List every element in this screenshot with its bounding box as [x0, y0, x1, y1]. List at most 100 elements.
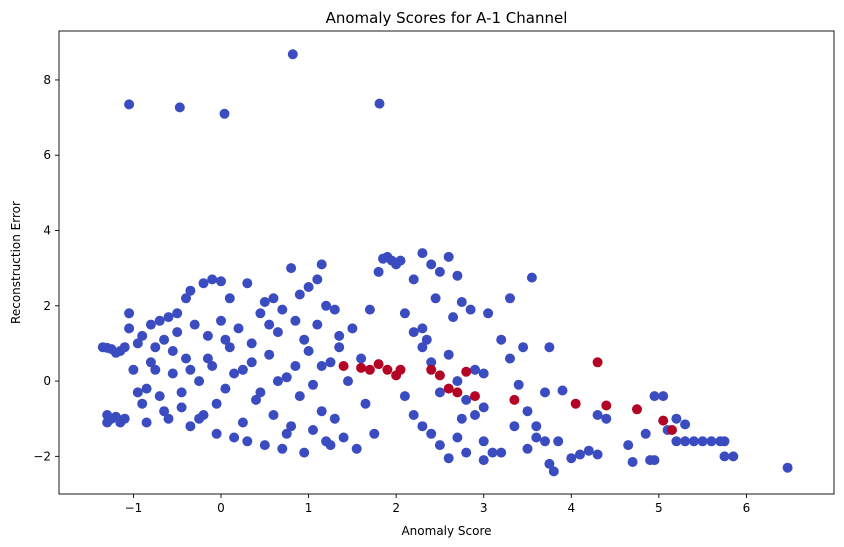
- normal-point-18: [124, 323, 135, 334]
- normal-point-196: [229, 368, 240, 379]
- normal-point-21: [154, 315, 165, 326]
- normal-point-123: [470, 364, 480, 375]
- normal-point-174: [680, 436, 691, 447]
- normal-point-194: [211, 398, 222, 409]
- normal-point-106: [434, 266, 445, 277]
- normal-point-88: [334, 330, 345, 341]
- x-tick-label: −1: [125, 501, 143, 515]
- x-tick-label: 5: [655, 501, 663, 515]
- normal-point-136: [487, 447, 498, 458]
- normal-point-182: [671, 413, 682, 424]
- normal-point-36: [303, 282, 314, 292]
- normal-point-45: [145, 357, 156, 368]
- normal-point-157: [557, 385, 568, 396]
- normal-point-193: [202, 353, 213, 364]
- normal-point-148: [505, 293, 515, 304]
- normal-point-50: [167, 368, 178, 379]
- anomaly-point-4: [382, 364, 393, 375]
- normal-point-64: [229, 432, 240, 443]
- normal-point-131: [452, 432, 463, 443]
- normal-point-76: [281, 372, 292, 383]
- normal-point-175: [688, 436, 699, 447]
- x-tick-label: 2: [392, 501, 400, 515]
- normal-point-83: [312, 319, 323, 330]
- normal-point-22: [163, 312, 174, 323]
- normal-point-200: [264, 319, 275, 330]
- normal-point-204: [299, 334, 310, 345]
- normal-point-164: [592, 410, 603, 420]
- normal-point-195: [220, 334, 231, 345]
- normal-point-128: [426, 428, 437, 439]
- normal-point-25: [185, 285, 196, 296]
- normal-point-86: [325, 357, 336, 368]
- normal-point-1: [174, 102, 185, 113]
- normal-point-162: [592, 449, 603, 460]
- normal-point-137: [478, 368, 489, 379]
- anomaly-point-9: [443, 383, 454, 394]
- normal-point-56: [194, 376, 205, 387]
- normal-point-183: [680, 419, 691, 430]
- normal-point-113: [465, 304, 476, 315]
- anomaly-point-1: [356, 362, 367, 373]
- normal-point-77: [286, 421, 297, 432]
- normal-point-161: [583, 445, 594, 456]
- normal-point-135: [478, 436, 489, 447]
- normal-point-117: [417, 342, 428, 353]
- normal-point-167: [640, 428, 651, 439]
- normal-point-179: [719, 436, 730, 447]
- normal-point-108: [417, 323, 428, 334]
- normal-point-186: [141, 383, 152, 394]
- normal-point-4: [374, 98, 385, 109]
- normal-point-20: [145, 319, 156, 330]
- normal-point-74: [272, 327, 283, 338]
- anomaly-point-8: [434, 370, 445, 381]
- x-tick-label: 3: [480, 501, 488, 515]
- normal-point-95: [364, 304, 375, 315]
- normal-point-133: [461, 447, 472, 458]
- normal-point-23: [172, 308, 183, 319]
- normal-point-184: [782, 462, 793, 473]
- normal-point-114: [448, 312, 459, 323]
- normal-point-16: [119, 413, 130, 424]
- normal-point-89: [338, 432, 349, 443]
- anomaly-point-18: [658, 415, 669, 426]
- normal-point-53: [181, 353, 191, 364]
- normal-point-201: [272, 376, 283, 387]
- anomaly-point-3: [373, 359, 384, 370]
- normal-point-49: [163, 413, 174, 424]
- normal-point-154: [548, 466, 559, 477]
- normal-point-166: [627, 457, 638, 467]
- anomaly-point-7: [426, 364, 437, 375]
- normal-point-159: [566, 453, 577, 464]
- y-axis-ticks: −2 0 2 4 6 8: [33, 73, 59, 463]
- normal-point-203: [290, 361, 301, 371]
- normal-point-119: [434, 387, 445, 398]
- normal-point-187: [150, 364, 161, 375]
- normal-point-44: [141, 417, 152, 428]
- anomaly-point-0: [338, 361, 349, 371]
- normal-point-134: [470, 410, 480, 420]
- normal-point-43: [137, 398, 148, 409]
- normal-point-188: [159, 406, 170, 417]
- normal-point-91: [347, 323, 358, 334]
- normal-point-206: [316, 361, 327, 371]
- normal-point-62: [220, 383, 231, 394]
- normal-point-141: [513, 379, 524, 390]
- normal-point-173: [671, 436, 682, 447]
- normal-point-71: [259, 440, 270, 451]
- anomaly-point-19: [667, 425, 677, 435]
- normal-point-35: [294, 289, 305, 300]
- normal-point-19: [137, 330, 148, 341]
- normal-point-121: [452, 376, 463, 387]
- anomaly-point-13: [509, 394, 520, 405]
- normal-point-152: [540, 436, 550, 447]
- normal-point-191: [185, 364, 196, 375]
- normal-point-205: [308, 379, 318, 390]
- normal-point-151: [531, 421, 542, 432]
- y-tick-label: 0: [43, 374, 51, 388]
- normal-point-185: [132, 338, 143, 349]
- normal-point-153: [544, 458, 555, 469]
- normal-point-47: [154, 391, 165, 402]
- x-axis-label: Anomaly Score: [401, 524, 491, 538]
